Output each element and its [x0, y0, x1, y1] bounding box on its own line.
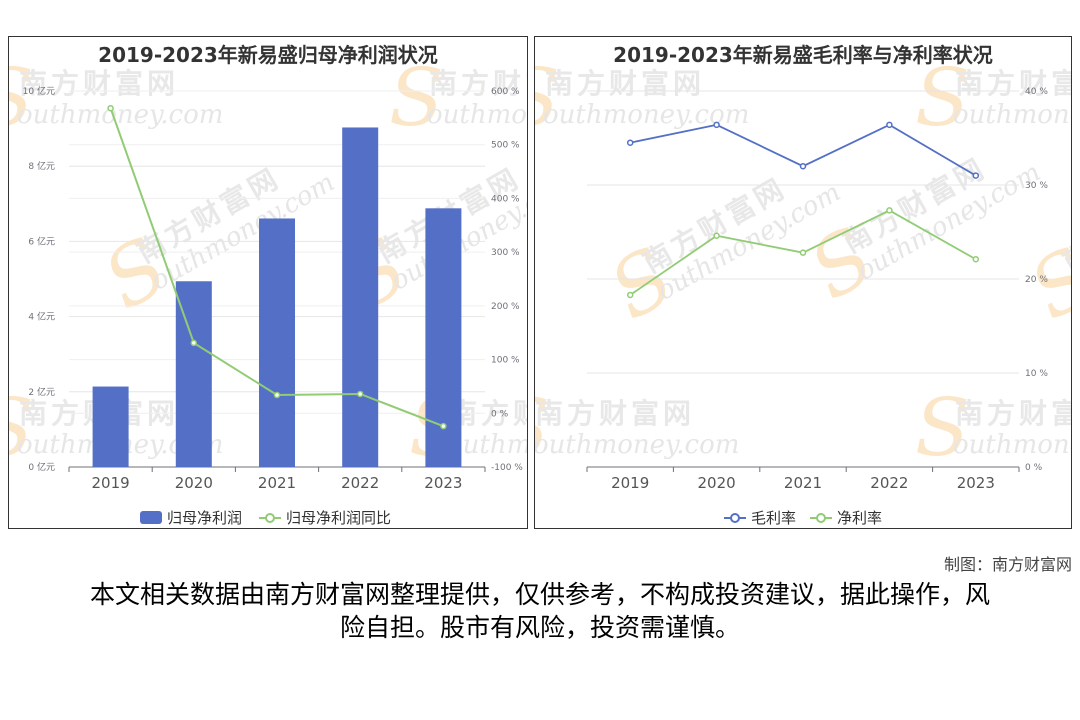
legend-gross-label: 毛利率 — [751, 509, 796, 527]
y-right-tick-label: -100 % — [491, 463, 523, 473]
right-chart-panel: S南方财富网outhmoney.comS南方财富网outhmoney.comS南… — [534, 36, 1072, 529]
y-left-tick-label: 10 亿元 — [23, 85, 55, 97]
bar-2020 — [175, 281, 212, 467]
x-tick-label: 2022 — [870, 474, 908, 492]
left-chart-title: 2019-2023年新易盛归母净利润状况 — [98, 43, 438, 67]
legend-bar-swatch — [140, 511, 162, 524]
bar-2019 — [92, 386, 129, 467]
y-tick-label: 0 % — [1025, 463, 1043, 473]
watermark-cn-text: 南方财富网 — [535, 397, 695, 430]
left-chart-svg: S南方财富网outhmoney.comS南方财富网outhmoney.comS南… — [9, 51, 528, 527]
watermark-en-text: outhmoney.com — [953, 100, 1072, 130]
watermark-en-text: outhmoney.com — [953, 430, 1072, 460]
series-1-point-2021 — [799, 249, 807, 256]
series-1-point-2020 — [713, 232, 720, 240]
x-tick-label: 2019 — [611, 474, 649, 492]
bar-2021 — [259, 218, 295, 467]
x-tick-label: 2020 — [698, 474, 736, 492]
right-chart-title: 2019-2023年新易盛毛利率与净利率状况 — [613, 43, 993, 67]
y-right-tick-label: 600 % — [491, 87, 520, 97]
series-1-point-2023 — [972, 256, 980, 263]
chart-credit: 制图：南方财富网 — [943, 555, 1072, 574]
watermark-s-glyph: S — [535, 51, 560, 144]
y-left-tick-label: 8 亿元 — [28, 160, 55, 172]
watermark-cn-text: 南方财富网 — [429, 67, 528, 100]
y-right-tick-label: 0 % — [491, 409, 509, 419]
y-left-tick-label: 2 亿元 — [28, 386, 55, 398]
yoy-point-2021 — [273, 391, 281, 399]
watermark-en-text: outhmoney.com — [427, 100, 528, 130]
y-right-tick-label: 100 % — [491, 356, 520, 366]
x-tick-label: 2021 — [784, 474, 822, 492]
watermark-s-glyph: S — [915, 51, 970, 144]
watermark-s-glyph: S — [389, 51, 444, 144]
series-1-point-2022 — [886, 207, 893, 214]
x-tick-label: 2023 — [957, 474, 995, 492]
y-right-tick-label: 400 % — [491, 194, 520, 204]
x-tick-label: 2021 — [258, 474, 296, 492]
legend-net-marker — [816, 513, 826, 523]
yoy-point-2023 — [440, 422, 447, 430]
yoy-point-2020 — [190, 339, 198, 347]
legend-gross-marker — [730, 513, 740, 523]
watermark-s-glyph: S — [535, 381, 550, 474]
y-tick-label: 40 % — [1025, 87, 1048, 97]
watermark-cn-text: 南方财富网 — [955, 397, 1072, 430]
series-0-point-2019 — [626, 139, 634, 146]
x-tick-label: 2019 — [92, 474, 130, 492]
series-0-point-2020 — [713, 121, 720, 129]
series-0-point-2021 — [799, 162, 807, 170]
y-left-tick-label: 4 亿元 — [28, 311, 55, 323]
legend-net-label: 净利率 — [837, 509, 882, 527]
yoy-point-2022 — [356, 390, 364, 398]
watermark-s-glyph: S — [9, 381, 34, 474]
series-0-point-2022 — [886, 121, 893, 129]
y-tick-label: 10 % — [1025, 369, 1048, 379]
y-right-tick-label: 200 % — [491, 302, 520, 312]
watermark-cn-text: 南方财富网 — [545, 67, 705, 100]
y-tick-label: 20 % — [1025, 275, 1048, 285]
legend-line-marker — [265, 513, 275, 523]
right-chart-svg: S南方财富网outhmoney.comS南方财富网outhmoney.comS南… — [535, 51, 1072, 527]
y-right-tick-label: 300 % — [491, 248, 520, 258]
y-right-tick-label: 500 % — [491, 141, 520, 151]
watermark-en-text: outhmoney.com — [17, 100, 223, 130]
series-1-point-2019 — [626, 291, 634, 299]
y-left-tick-label: 6 亿元 — [28, 235, 55, 247]
y-tick-label: 30 % — [1025, 181, 1048, 191]
watermark-s-glyph: S — [9, 51, 34, 144]
x-tick-label: 2023 — [424, 474, 462, 492]
x-tick-label: 2020 — [175, 474, 213, 492]
x-tick-label: 2022 — [341, 474, 379, 492]
disclaimer-text: 本文相关数据由南方财富网整理提供，仅供参考，不构成投资建议，据此操作，风险自担。… — [90, 580, 991, 642]
watermark-en-text: outhmoney.com — [535, 430, 739, 460]
series-0-point-2023 — [972, 172, 980, 179]
watermark-cn-text: 南方财富网 — [955, 67, 1072, 100]
y-left-tick-label: 0 亿元 — [28, 461, 55, 473]
legend-line-label: 归母净利润同比 — [286, 509, 391, 527]
watermark-s-glyph: S — [915, 381, 970, 474]
yoy-point-2019 — [107, 104, 114, 112]
bar-2022 — [342, 127, 379, 468]
watermark-cn-text: 南方财富网 — [19, 67, 179, 100]
legend-bar-label: 归母净利润 — [167, 509, 242, 527]
left-chart-panel: S南方财富网outhmoney.comS南方财富网outhmoney.comS南… — [8, 36, 528, 529]
